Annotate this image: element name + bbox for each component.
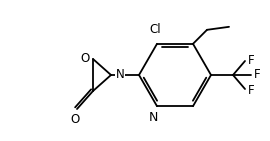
Text: Cl: Cl (149, 23, 161, 36)
Text: O: O (70, 113, 80, 126)
Text: O: O (81, 52, 90, 66)
Text: F: F (248, 83, 255, 96)
Text: N: N (148, 111, 158, 124)
Text: F: F (254, 69, 261, 81)
Text: N: N (116, 69, 125, 81)
Text: F: F (248, 53, 255, 67)
